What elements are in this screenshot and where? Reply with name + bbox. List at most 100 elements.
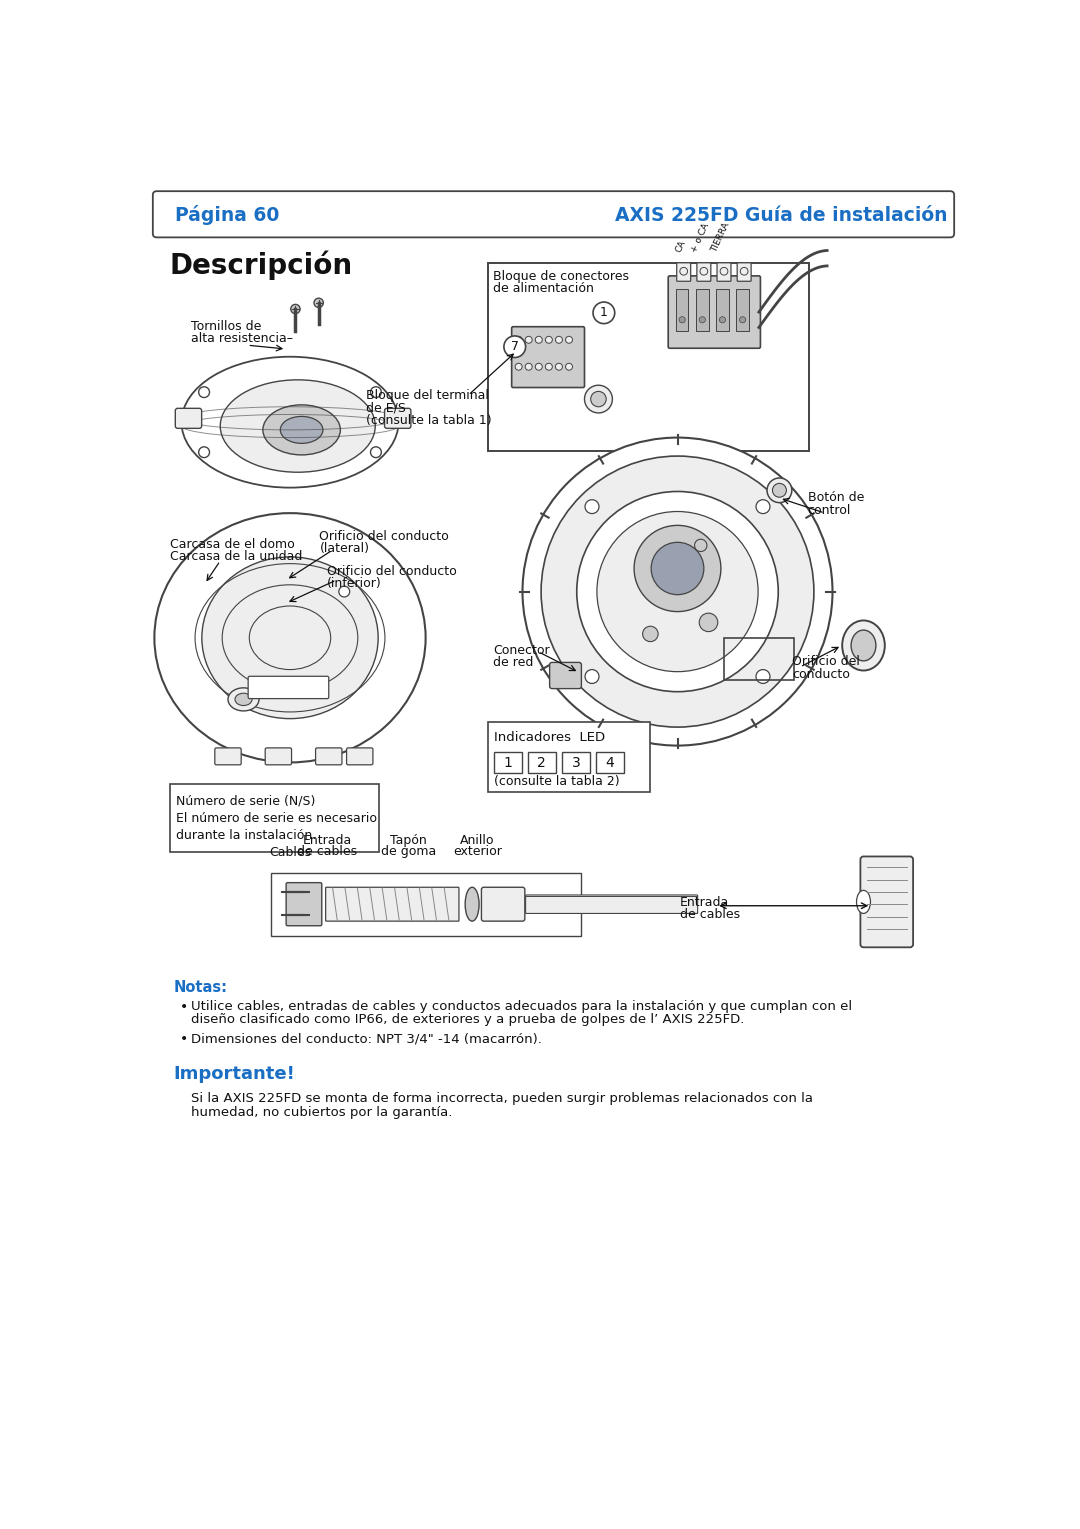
Circle shape — [694, 540, 707, 552]
Text: + o CA: + o CA — [690, 222, 712, 254]
Text: 1: 1 — [503, 755, 512, 769]
Ellipse shape — [842, 621, 885, 671]
Circle shape — [504, 336, 526, 358]
Ellipse shape — [262, 405, 340, 456]
Ellipse shape — [228, 688, 259, 711]
Circle shape — [584, 385, 612, 413]
Circle shape — [523, 437, 833, 746]
Text: 2: 2 — [538, 755, 546, 769]
Text: Orificio del: Orificio del — [793, 656, 860, 668]
Text: de goma: de goma — [381, 846, 436, 858]
FancyBboxPatch shape — [384, 408, 410, 428]
Text: durante la instalación.: durante la instalación. — [176, 829, 316, 842]
FancyBboxPatch shape — [861, 856, 913, 948]
Circle shape — [699, 613, 718, 631]
Circle shape — [545, 336, 552, 342]
FancyBboxPatch shape — [697, 289, 708, 332]
Text: 7: 7 — [511, 341, 518, 353]
Bar — [724, 638, 794, 680]
Text: de cables: de cables — [679, 908, 740, 920]
Text: Carcasa de el domo: Carcasa de el domo — [170, 538, 295, 550]
Text: 3: 3 — [571, 755, 580, 769]
Circle shape — [370, 446, 381, 457]
Text: (consulte la tabla 2): (consulte la tabla 2) — [494, 775, 620, 787]
Text: Bloque de conectores: Bloque de conectores — [494, 271, 629, 283]
FancyBboxPatch shape — [175, 408, 202, 428]
Text: (lateral): (lateral) — [320, 543, 369, 555]
Text: Descripción: Descripción — [170, 251, 353, 280]
Text: Número de serie (N/S): Número de serie (N/S) — [176, 795, 315, 807]
Text: Indicadores  LED: Indicadores LED — [494, 731, 605, 745]
Circle shape — [291, 304, 300, 313]
Circle shape — [339, 586, 350, 596]
Text: Entrada: Entrada — [302, 835, 352, 847]
FancyBboxPatch shape — [526, 894, 698, 913]
Circle shape — [585, 500, 599, 514]
FancyBboxPatch shape — [738, 263, 751, 281]
FancyBboxPatch shape — [266, 748, 292, 764]
Text: Cables: Cables — [269, 846, 311, 859]
Text: Carcasa de la unidad: Carcasa de la unidad — [170, 550, 302, 563]
Text: Conector: Conector — [494, 644, 550, 657]
Circle shape — [515, 336, 522, 342]
Ellipse shape — [154, 514, 426, 763]
Circle shape — [536, 336, 542, 342]
Text: de alimentación: de alimentación — [494, 281, 594, 295]
Text: 4: 4 — [606, 755, 615, 769]
FancyBboxPatch shape — [286, 882, 322, 925]
Bar — [494, 752, 522, 774]
Text: Tapón: Tapón — [390, 835, 427, 847]
Circle shape — [199, 446, 210, 457]
Text: Notas:: Notas: — [174, 980, 228, 995]
Text: de cables: de cables — [297, 846, 357, 858]
Text: •: • — [180, 1000, 188, 1014]
Circle shape — [772, 483, 786, 497]
FancyBboxPatch shape — [550, 662, 581, 688]
Text: Importante!: Importante! — [174, 1066, 296, 1083]
Circle shape — [756, 670, 770, 683]
Circle shape — [756, 500, 770, 514]
FancyBboxPatch shape — [326, 887, 459, 920]
Bar — [528, 752, 556, 774]
Ellipse shape — [220, 379, 375, 472]
Circle shape — [719, 317, 726, 323]
Text: Orificio del conducto: Orificio del conducto — [320, 531, 449, 543]
Text: conducto: conducto — [793, 668, 850, 680]
Ellipse shape — [181, 356, 399, 488]
FancyBboxPatch shape — [697, 263, 711, 281]
Circle shape — [740, 317, 745, 323]
FancyBboxPatch shape — [737, 289, 748, 332]
Circle shape — [541, 456, 814, 728]
FancyBboxPatch shape — [482, 887, 525, 920]
FancyBboxPatch shape — [676, 289, 688, 332]
Text: TIERRA: TIERRA — [710, 222, 732, 254]
Text: exterior: exterior — [454, 846, 502, 858]
FancyBboxPatch shape — [716, 289, 729, 332]
Circle shape — [314, 298, 323, 307]
Circle shape — [515, 364, 522, 370]
FancyBboxPatch shape — [512, 327, 584, 387]
Text: humedad, no cubiertos por la garantía.: humedad, no cubiertos por la garantía. — [174, 1105, 453, 1119]
Circle shape — [370, 387, 381, 398]
Text: Dimensiones del conducto: NPT 3/4" -14 (macarrón).: Dimensiones del conducto: NPT 3/4" -14 (… — [191, 1032, 542, 1044]
Text: (inferior): (inferior) — [327, 576, 382, 590]
Text: (consulte la tabla 1): (consulte la tabla 1) — [366, 414, 491, 427]
Circle shape — [566, 336, 572, 342]
Text: control: control — [808, 503, 851, 517]
Bar — [596, 752, 624, 774]
Text: alta resistencia–: alta resistencia– — [191, 332, 293, 346]
Text: Entrada: Entrada — [679, 896, 729, 908]
Bar — [488, 263, 809, 451]
Ellipse shape — [856, 890, 870, 913]
Ellipse shape — [465, 887, 480, 920]
Circle shape — [720, 268, 728, 275]
Bar — [271, 873, 581, 936]
Circle shape — [585, 670, 599, 683]
Text: CA: CA — [674, 240, 687, 254]
Text: Orificio del conducto: Orificio del conducto — [327, 564, 457, 578]
Circle shape — [566, 364, 572, 370]
Text: Botón de: Botón de — [808, 491, 864, 505]
Circle shape — [545, 364, 552, 370]
Circle shape — [651, 543, 704, 595]
Circle shape — [525, 336, 532, 342]
